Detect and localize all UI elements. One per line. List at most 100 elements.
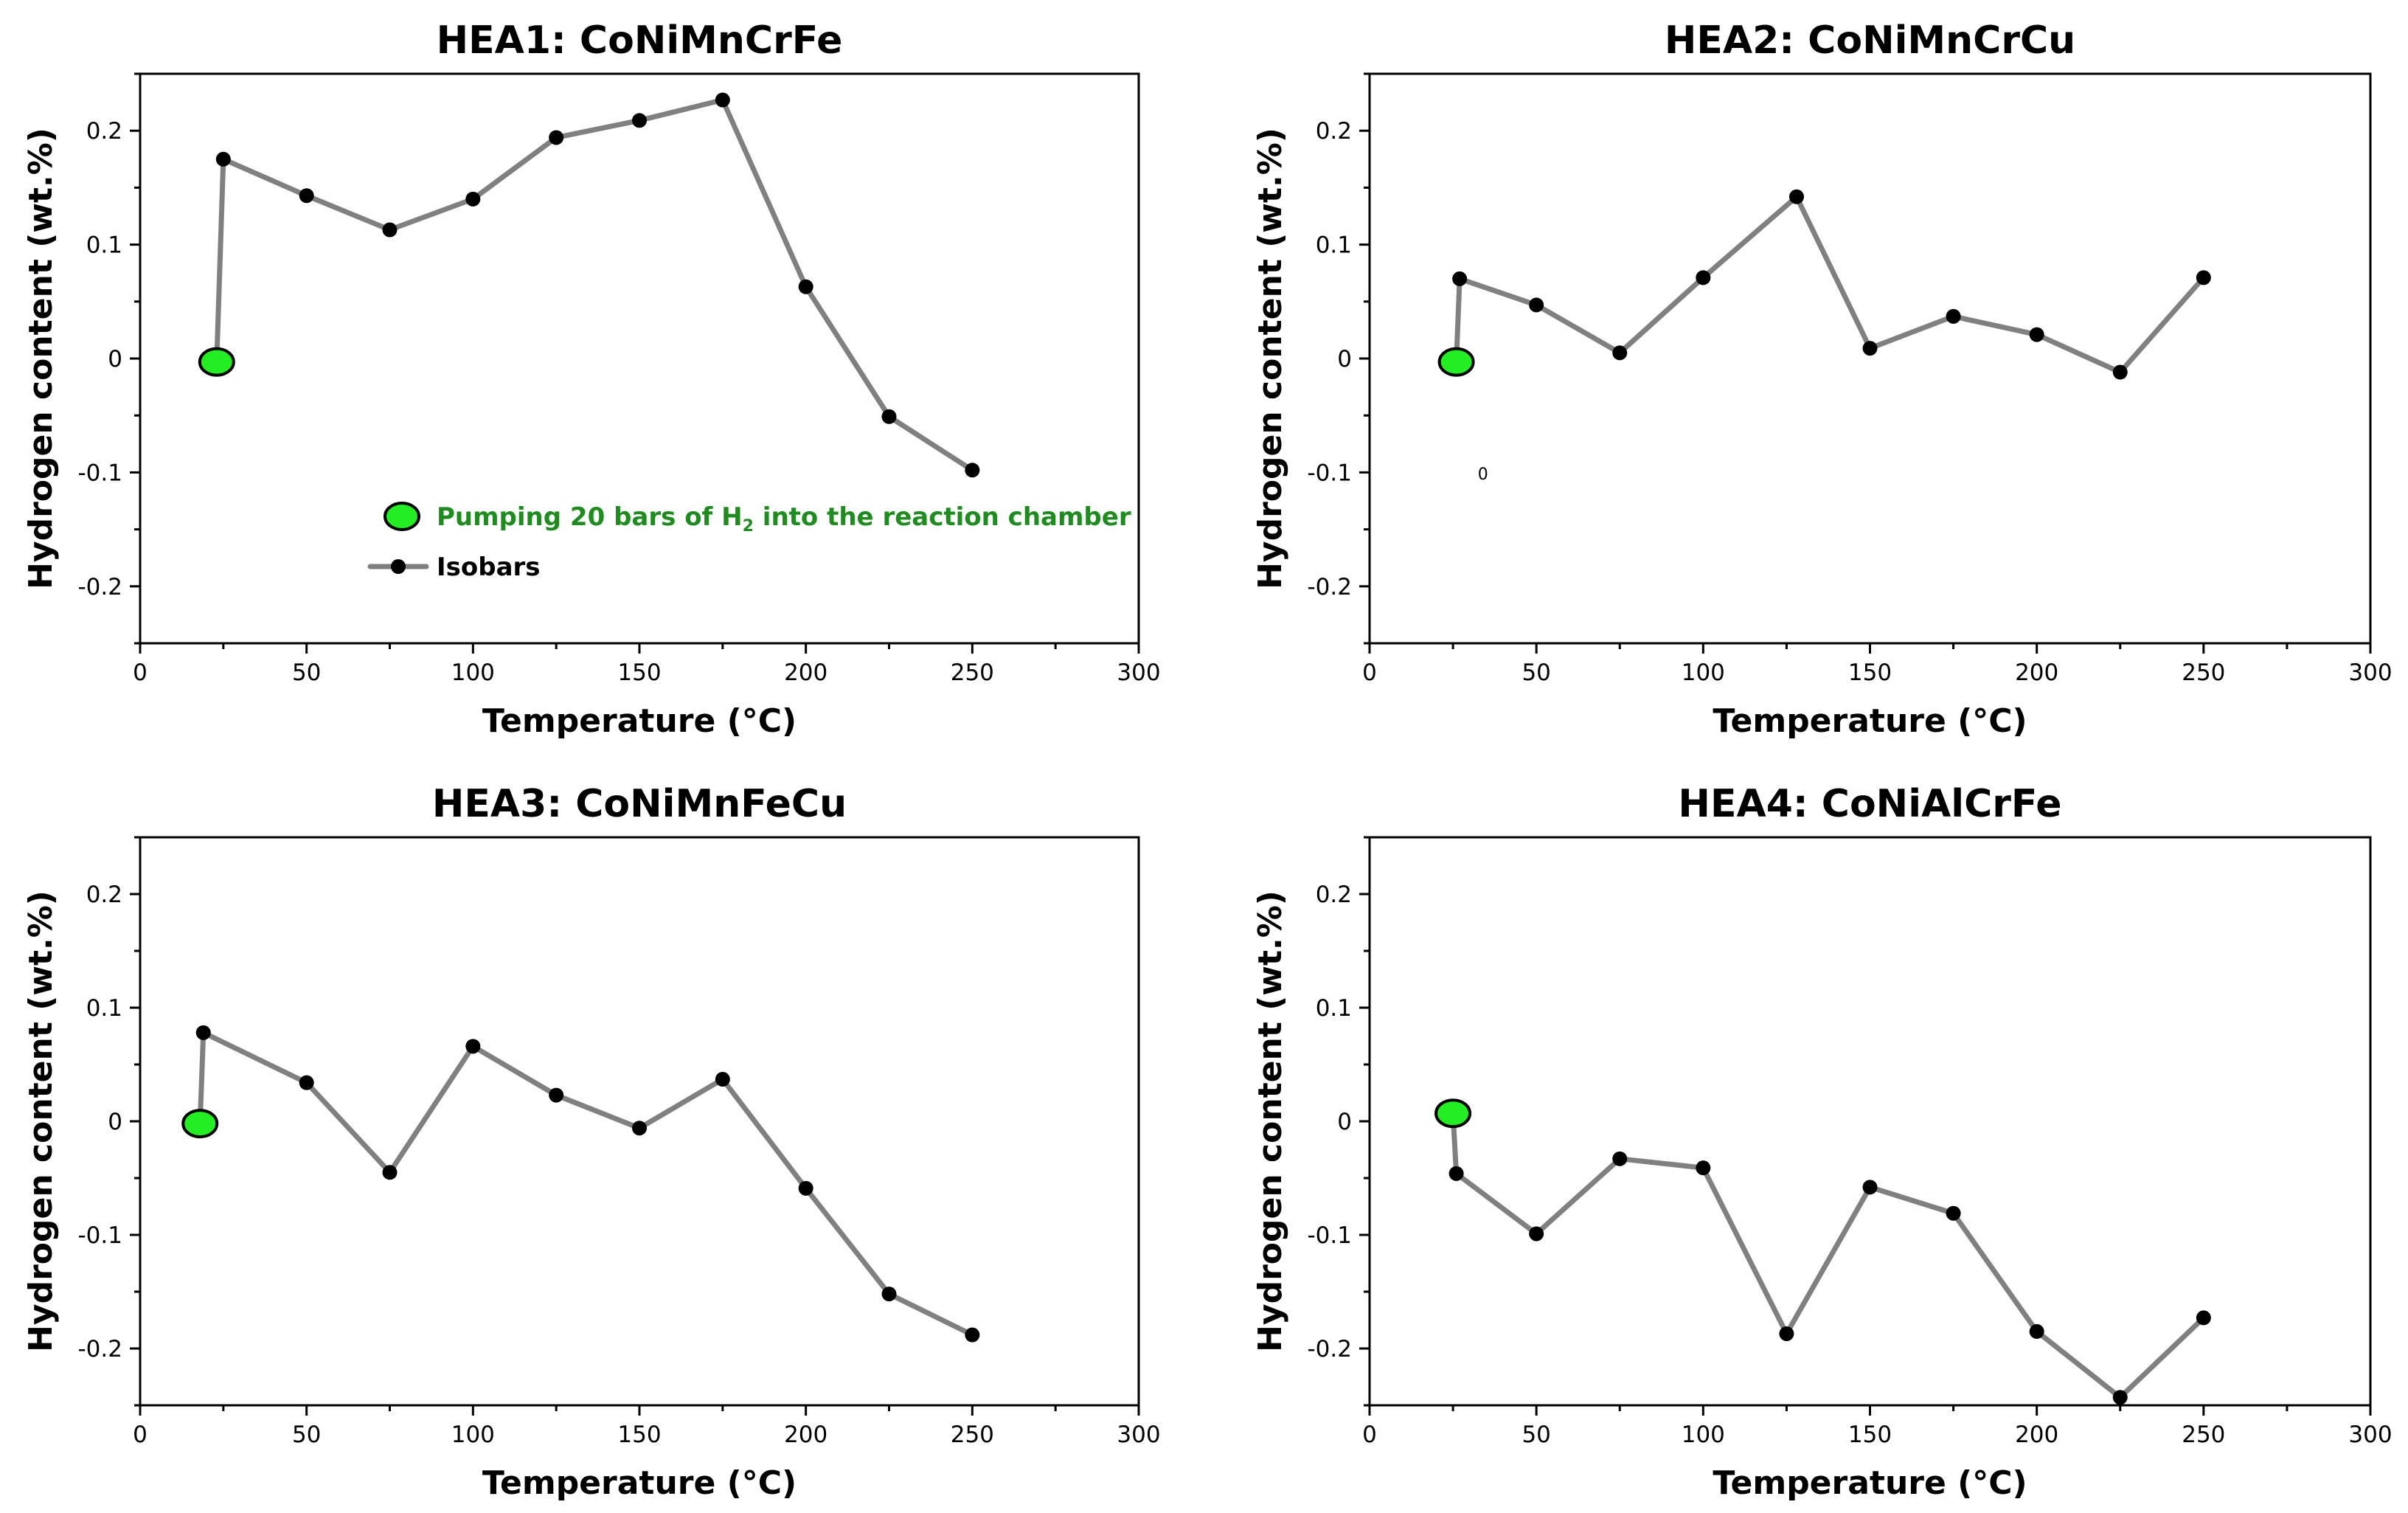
isobar-point [382,1165,398,1180]
isobar-point [549,130,564,145]
chart-title: HEA4: CoNiAlCrFe [1678,782,2061,826]
x-axis-label: Temperature (°C) [482,702,797,740]
x-axis-label: Temperature (°C) [1713,1464,2027,1502]
isobar-point [1862,341,1878,356]
x-tick-label: 300 [2348,1422,2392,1448]
pump-start-marker [198,347,235,377]
isobar-point [299,1075,314,1090]
chart-panel-2: HEA2: CoNiMnCrCu 0 50 100 150 200 250 300 -0.2 -0… [1252,18,2393,740]
y-tick-label: 0 [1337,346,1352,373]
x-tick-label: 100 [451,659,495,686]
isobar-point [2196,270,2211,285]
isobar-point [965,463,980,478]
isobar-point [2029,1323,2044,1339]
x-tick-label: 150 [1848,659,1892,686]
isobar-point [1696,270,1711,285]
x-tick-label: 50 [1522,1422,1550,1448]
isobar-point [1529,1226,1544,1242]
x-tick-label: 200 [2015,659,2058,686]
isobar-point [1788,189,1804,204]
y-axis-label: Hydrogen content (wt.%) [22,890,60,1352]
y-tick-label: 0 [1337,1109,1352,1135]
y-tick-label: 0.2 [1316,882,1352,908]
y-tick-label: 0.2 [1316,118,1352,145]
isobar-point [881,409,897,424]
isobar-point [465,191,481,207]
x-tick-label: 0 [1362,1422,1377,1448]
isobar-point [1452,271,1468,286]
x-tick-label: 150 [1848,1422,1892,1448]
x-tick-label: 300 [1117,1422,1160,1448]
y-tick-label: 0.1 [1316,995,1352,1022]
isobar-point [798,279,813,294]
x-axis-label: Temperature (°C) [1713,702,2027,740]
x-tick-label: 50 [292,1422,321,1448]
pump-start-marker [1437,347,1475,377]
pump-start-marker [181,1109,219,1139]
y-axis-label: Hydrogen content (wt.%) [1252,890,1289,1352]
isobar-point [1612,1151,1628,1166]
x-tick-label: 100 [451,1422,495,1448]
x-tick-label: 100 [1682,1422,1725,1448]
isobar-point [2196,1310,2211,1326]
isobar-point [1612,345,1628,361]
x-tick-label: 300 [2348,659,2392,686]
legend-pump-label: Pumping 20 bars of H2 into the reaction … [437,502,1131,536]
x-tick-label: 200 [784,659,827,686]
x-tick-label: 0 [1362,659,1377,686]
legend-isobar-point [391,559,406,574]
y-tick-label: -0.1 [78,1222,123,1249]
x-axis-label: Temperature (°C) [482,1464,797,1502]
pump-start-marker [1434,1098,1472,1129]
x-tick-label: 150 [617,1422,661,1448]
y-axis-label: Hydrogen content (wt.%) [1252,128,1289,589]
y-tick-label: 0.2 [86,118,122,145]
isobar-point [965,1327,980,1343]
y-tick-label: -0.1 [1308,460,1353,486]
isobar-point [632,1121,647,1136]
y-tick-label: 0 [108,346,122,373]
y-tick-label: -0.2 [1308,1336,1353,1363]
isobar-point [549,1087,564,1103]
isobar-point [299,188,314,204]
x-tick-label: 50 [1522,659,1550,686]
x-tick-label: 50 [292,659,321,686]
chart-panel-4: HEA4: CoNiAlCrFe 0 50 100 150 200 250 300 -0.2 -0… [1252,782,2393,1502]
y-tick-label: 0.1 [1316,232,1352,259]
y-tick-label: -0.2 [78,1336,123,1363]
x-tick-label: 250 [2182,1422,2225,1448]
chart-title: HEA3: CoNiMnFeCu [432,782,847,826]
isobar-point [2112,1390,2128,1405]
isobar-point [715,1072,730,1087]
isobar-point [2112,364,2128,380]
legend-pump-marker [384,502,420,531]
x-tick-label: 250 [951,1422,994,1448]
isobar-point [881,1287,897,1302]
y-tick-label: 0.1 [86,995,122,1022]
x-tick-label: 0 [133,1422,148,1448]
x-tick-label: 250 [951,659,994,686]
isobar-point [1696,1160,1711,1176]
chart-title: HEA1: CoNiMnCrFe [437,18,843,63]
isobar-point [1946,1205,1961,1221]
annotation-text: 0 [1478,465,1488,484]
legend-isobar-label: Isobars [437,553,541,582]
chart-panel-1: HEA1: CoNiMnCrFe 0 50 100 150 200 250 300 -0.2 -0… [22,18,1161,740]
isobar-point [1529,297,1544,313]
isobar-point [1946,308,1961,324]
x-tick-label: 300 [1117,659,1160,686]
isobar-point [798,1180,813,1196]
y-axis-label: Hydrogen content (wt.%) [22,128,60,589]
isobar-point [215,151,231,167]
isobar-point [715,92,730,108]
y-tick-label: -0.1 [78,460,123,486]
chart-panel-3: HEA3: CoNiMnFeCu 0 50 100 150 200 250 300 -0.2 -0… [22,782,1161,1502]
x-tick-label: 0 [133,659,148,686]
y-tick-label: 0.2 [86,882,122,908]
y-tick-label: -0.2 [78,574,123,600]
x-tick-label: 100 [1682,659,1725,686]
isobar-point [1779,1326,1794,1341]
y-tick-label: -0.1 [1308,1222,1353,1249]
x-tick-label: 200 [784,1422,827,1448]
